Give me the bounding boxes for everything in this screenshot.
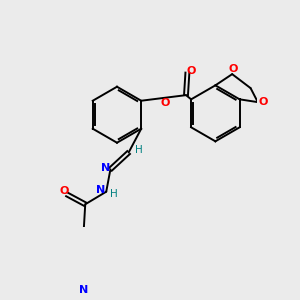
Text: H: H xyxy=(134,145,142,155)
Text: O: O xyxy=(228,64,237,74)
Text: O: O xyxy=(187,65,196,76)
Text: N: N xyxy=(96,185,105,195)
Text: N: N xyxy=(101,163,110,173)
Text: O: O xyxy=(59,186,68,196)
Text: H: H xyxy=(110,189,118,199)
Text: N: N xyxy=(79,285,88,295)
Text: O: O xyxy=(160,98,170,108)
Text: O: O xyxy=(258,97,268,106)
